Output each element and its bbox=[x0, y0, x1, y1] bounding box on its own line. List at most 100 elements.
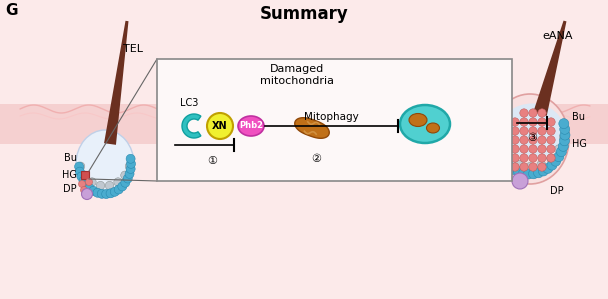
Circle shape bbox=[504, 154, 513, 163]
Circle shape bbox=[529, 127, 537, 135]
Circle shape bbox=[520, 154, 528, 162]
Circle shape bbox=[543, 164, 553, 173]
Circle shape bbox=[121, 178, 130, 187]
Text: Bu: Bu bbox=[572, 112, 585, 122]
Circle shape bbox=[538, 163, 546, 171]
Circle shape bbox=[509, 164, 519, 175]
Circle shape bbox=[492, 144, 502, 154]
Circle shape bbox=[125, 162, 134, 170]
Text: eANA: eANA bbox=[543, 31, 573, 41]
Circle shape bbox=[514, 167, 523, 177]
Circle shape bbox=[538, 136, 546, 144]
Circle shape bbox=[105, 181, 114, 190]
Bar bbox=[0, 104, 608, 144]
Text: G: G bbox=[5, 3, 18, 18]
Ellipse shape bbox=[76, 130, 134, 198]
Ellipse shape bbox=[409, 114, 427, 126]
Ellipse shape bbox=[400, 105, 450, 143]
Circle shape bbox=[547, 160, 557, 170]
Text: HG: HG bbox=[572, 139, 587, 149]
Text: Bu: Bu bbox=[64, 153, 77, 163]
Circle shape bbox=[559, 119, 569, 129]
Circle shape bbox=[537, 160, 546, 169]
Circle shape bbox=[93, 188, 102, 197]
Circle shape bbox=[560, 130, 570, 140]
Circle shape bbox=[77, 162, 85, 170]
Circle shape bbox=[490, 132, 500, 143]
Circle shape bbox=[79, 176, 88, 185]
Circle shape bbox=[78, 181, 86, 187]
Text: ①: ① bbox=[207, 156, 217, 166]
Circle shape bbox=[551, 156, 561, 166]
Circle shape bbox=[547, 136, 555, 144]
Circle shape bbox=[538, 109, 546, 117]
Circle shape bbox=[114, 185, 123, 194]
Text: XN: XN bbox=[212, 121, 228, 131]
Circle shape bbox=[126, 164, 135, 173]
Circle shape bbox=[505, 161, 515, 172]
Circle shape bbox=[106, 189, 115, 198]
Circle shape bbox=[547, 154, 555, 162]
Circle shape bbox=[538, 118, 546, 126]
Circle shape bbox=[538, 166, 548, 176]
Circle shape bbox=[514, 160, 523, 169]
Circle shape bbox=[89, 186, 98, 195]
Circle shape bbox=[520, 163, 528, 171]
Circle shape bbox=[492, 133, 501, 142]
Circle shape bbox=[123, 174, 133, 183]
Polygon shape bbox=[182, 114, 201, 138]
Circle shape bbox=[559, 133, 568, 142]
Circle shape bbox=[528, 169, 539, 179]
Circle shape bbox=[81, 188, 92, 199]
Circle shape bbox=[558, 141, 568, 151]
Ellipse shape bbox=[238, 116, 264, 136]
Circle shape bbox=[126, 154, 135, 163]
Circle shape bbox=[502, 127, 510, 135]
Circle shape bbox=[511, 118, 519, 126]
Text: ③: ③ bbox=[527, 133, 537, 143]
Circle shape bbox=[511, 154, 519, 162]
Circle shape bbox=[547, 145, 555, 153]
Circle shape bbox=[207, 113, 233, 139]
Circle shape bbox=[511, 163, 519, 171]
Circle shape bbox=[520, 109, 528, 117]
Circle shape bbox=[529, 154, 537, 162]
Circle shape bbox=[110, 187, 119, 196]
Circle shape bbox=[560, 124, 570, 134]
Circle shape bbox=[520, 118, 528, 126]
Circle shape bbox=[547, 154, 556, 163]
Polygon shape bbox=[104, 21, 128, 145]
Polygon shape bbox=[295, 118, 330, 138]
Circle shape bbox=[554, 152, 564, 162]
Circle shape bbox=[125, 169, 134, 179]
Bar bbox=[157, 59, 512, 181]
Polygon shape bbox=[533, 21, 567, 116]
Circle shape bbox=[511, 136, 519, 144]
Circle shape bbox=[529, 109, 537, 117]
Text: LC3: LC3 bbox=[180, 98, 198, 108]
Circle shape bbox=[75, 162, 83, 171]
Circle shape bbox=[529, 118, 537, 126]
Text: ②: ② bbox=[311, 154, 322, 164]
Ellipse shape bbox=[500, 103, 564, 158]
Circle shape bbox=[502, 154, 510, 162]
Circle shape bbox=[102, 190, 111, 199]
Circle shape bbox=[496, 145, 505, 154]
Circle shape bbox=[82, 180, 91, 189]
Circle shape bbox=[497, 154, 508, 164]
Circle shape bbox=[126, 159, 136, 168]
Circle shape bbox=[520, 127, 528, 135]
Circle shape bbox=[538, 145, 546, 153]
Circle shape bbox=[501, 158, 511, 168]
Circle shape bbox=[77, 172, 86, 181]
Text: Summary: Summary bbox=[260, 5, 348, 23]
Circle shape bbox=[559, 136, 570, 146]
Circle shape bbox=[547, 127, 555, 135]
Circle shape bbox=[80, 187, 88, 193]
Circle shape bbox=[520, 145, 528, 153]
Circle shape bbox=[114, 178, 122, 186]
Circle shape bbox=[529, 136, 537, 144]
Text: Mitophagy: Mitophagy bbox=[304, 112, 359, 122]
Circle shape bbox=[538, 154, 546, 162]
Circle shape bbox=[75, 167, 85, 176]
